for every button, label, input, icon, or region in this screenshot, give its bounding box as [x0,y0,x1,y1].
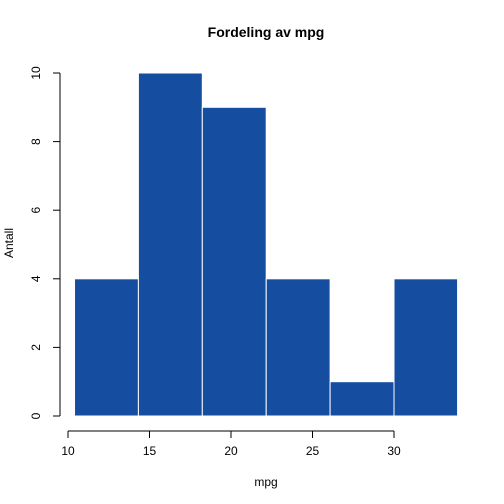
y-tick-label-4: 4 [29,275,43,282]
bars-group [74,72,459,417]
x-tick-label-20: 20 [224,444,238,458]
histogram-bar-1 [74,278,139,417]
histogram-bar-6 [393,278,459,417]
y-tick-label-8: 8 [29,138,43,145]
y-tick-label-10: 10 [29,66,43,80]
x-tick-label-15: 15 [143,444,157,458]
x-axis-label: mpg [254,475,277,489]
x-tick-label-30: 30 [387,444,401,458]
y-axis-label: Antall [2,228,16,258]
histogram-bar-4 [265,278,331,417]
histogram-bar-3 [201,106,267,417]
x-tick-label-25: 25 [306,444,320,458]
y-tick-label-2: 2 [29,344,43,351]
histogram-bar-2 [137,72,203,417]
y-tick-label-6: 6 [29,207,43,214]
chart-title: Fordeling av mpg [208,24,325,40]
x-tick-label-10: 10 [61,444,75,458]
y-axis: 0 2 4 6 8 10 [29,66,61,419]
x-axis: 10 15 20 25 30 [61,430,401,458]
y-tick-label-0: 0 [29,412,43,419]
histogram-bar-5 [329,381,395,417]
